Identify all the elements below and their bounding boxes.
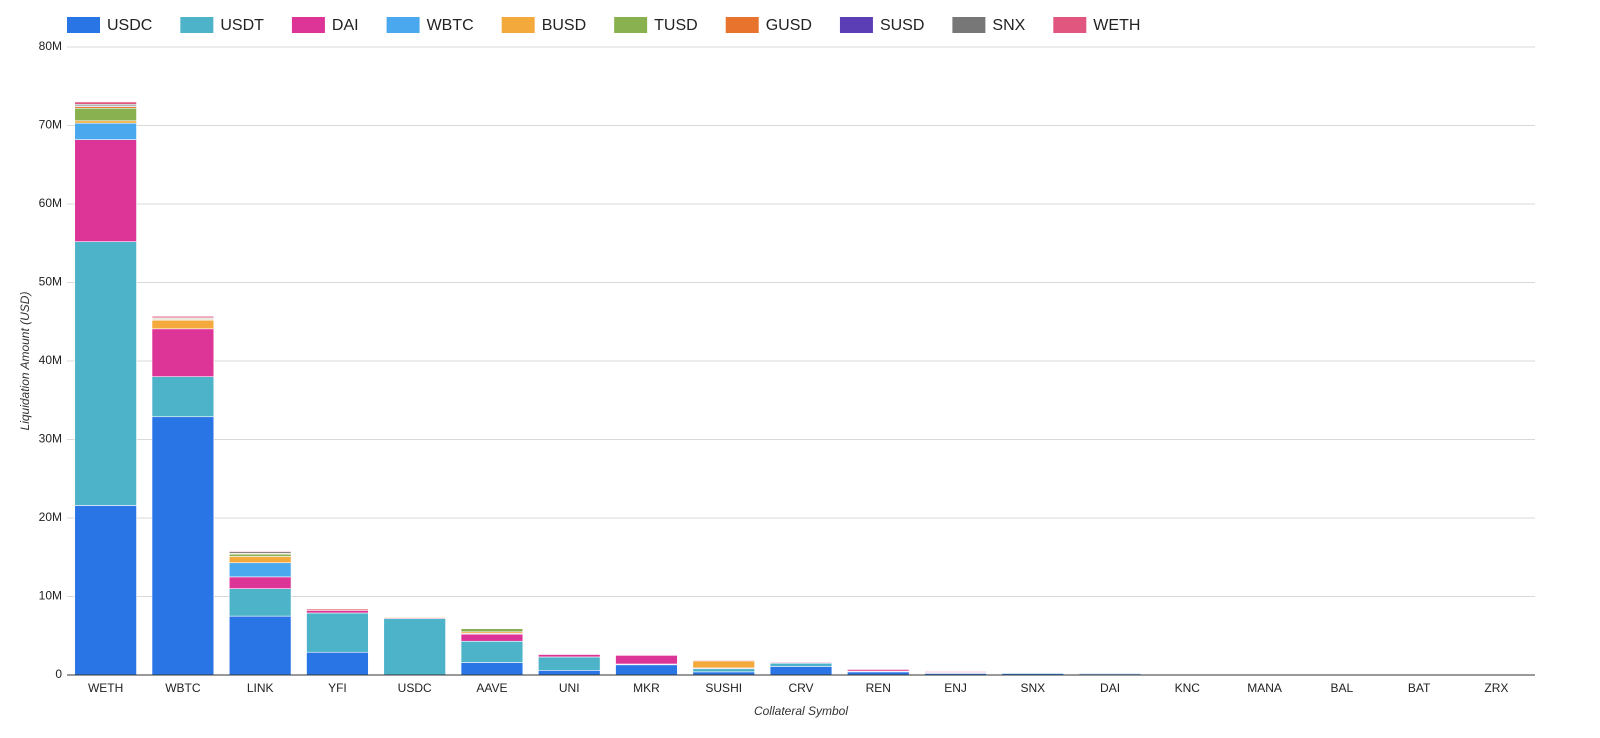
legend-label: SUSD [880, 17, 924, 34]
x-tick-label: REN [866, 681, 891, 695]
x-tick-label: AAVE [476, 681, 507, 695]
bar-segment [228, 615, 292, 676]
bar-segment [692, 659, 755, 662]
bar-segment [383, 616, 446, 618]
bar-segment [692, 660, 755, 669]
bar-segment [306, 612, 369, 653]
bar-segment [228, 553, 292, 557]
x-tick-label: LINK [247, 681, 274, 695]
y-tick-label: 30M [39, 432, 62, 446]
bar-segment [151, 416, 215, 676]
bar-segment [538, 654, 601, 658]
bar-segment [460, 633, 524, 642]
x-tick-label: YFI [328, 681, 347, 695]
legend-label: SNX [992, 17, 1025, 34]
y-tick-label: 80M [39, 39, 62, 53]
bar-segment [151, 376, 215, 418]
legend-swatch [386, 17, 420, 33]
legend-swatch [67, 17, 100, 33]
bar-segment [769, 662, 833, 664]
bar-segment [228, 562, 292, 578]
bar-segment [1078, 672, 1142, 675]
y-tick-label: 70M [39, 118, 62, 132]
bar-segment [460, 640, 524, 663]
bar-segment [228, 588, 292, 617]
grid [67, 46, 1535, 676]
y-tick-label: 60M [39, 196, 62, 210]
x-tick-label: BAL [1330, 681, 1353, 695]
bar-segment [615, 664, 678, 676]
x-tick-label: USDC [398, 681, 432, 695]
legend-swatch [614, 17, 648, 33]
x-tick-label: MANA [1247, 681, 1282, 695]
bar-segment [847, 668, 910, 670]
x-tick-label: UNI [559, 681, 580, 695]
bar-segment [74, 101, 137, 105]
x-tick-label: KNC [1175, 681, 1201, 695]
legend-swatch [1053, 17, 1087, 33]
legend-label: WETH [1093, 17, 1140, 34]
legend-label: BUSD [542, 17, 586, 34]
y-tick-label: 20M [39, 510, 62, 524]
y-tick-label: 50M [39, 275, 62, 289]
y-axis-title: Liquidation Amount (USD) [18, 292, 32, 431]
legend-swatch [180, 17, 214, 33]
x-tick-label: DAI [1100, 681, 1120, 695]
bar-segment [460, 662, 524, 676]
bar-segment [692, 668, 755, 673]
bar-segment [151, 319, 215, 330]
x-tick-label: ZRX [1484, 681, 1508, 695]
y-tick-label: 40M [39, 353, 62, 367]
bar-segment [615, 655, 678, 665]
y-tick-label: 10M [39, 589, 62, 603]
bar-segment [769, 662, 833, 667]
x-tick-label: WBTC [165, 681, 201, 695]
bar-segment [74, 505, 137, 676]
x-tick-label: SNX [1020, 681, 1045, 695]
bar-segment [228, 576, 292, 589]
bar-segment [769, 666, 833, 676]
bar-segment [151, 315, 215, 319]
legend-swatch [839, 17, 873, 33]
bar-segment [228, 550, 292, 553]
x-tick-label: ENJ [944, 681, 967, 695]
legend-swatch [501, 17, 535, 33]
bar-segment [924, 670, 987, 673]
bar-segment [74, 241, 137, 506]
x-tick-label: WETH [88, 681, 123, 695]
bar-segment [151, 328, 215, 378]
bar-segment [74, 107, 137, 122]
y-tick-label: 0 [55, 667, 62, 681]
x-tick-label: CRV [788, 681, 813, 695]
bar-segment [74, 122, 137, 140]
legend-label: USDC [107, 17, 152, 34]
legend-swatch [725, 17, 759, 33]
bar-segment [74, 139, 137, 242]
bar-segment [74, 120, 137, 124]
legend-label: USDT [220, 17, 264, 34]
bar-segment [383, 618, 446, 676]
bar-segment [306, 651, 369, 676]
bar-segment [460, 628, 524, 633]
legend-label: WBTC [427, 17, 474, 34]
x-tick-label: BAT [1408, 681, 1431, 695]
legend-label: TUSD [654, 17, 698, 34]
x-tick-label: MKR [633, 681, 660, 695]
x-axis-title: Collateral Symbol [754, 704, 848, 718]
bar-segment [538, 669, 601, 676]
bar-segment [228, 556, 292, 564]
bar-segment [306, 610, 369, 614]
legend-swatch [291, 17, 325, 33]
legend-swatch [952, 17, 986, 33]
x-tick-label: SUSHI [705, 681, 742, 695]
legend-label: DAI [332, 17, 359, 34]
legend-label: GUSD [766, 17, 812, 34]
bar-segment [538, 656, 601, 671]
bar-segment [306, 608, 369, 611]
bar-segment [538, 653, 601, 655]
